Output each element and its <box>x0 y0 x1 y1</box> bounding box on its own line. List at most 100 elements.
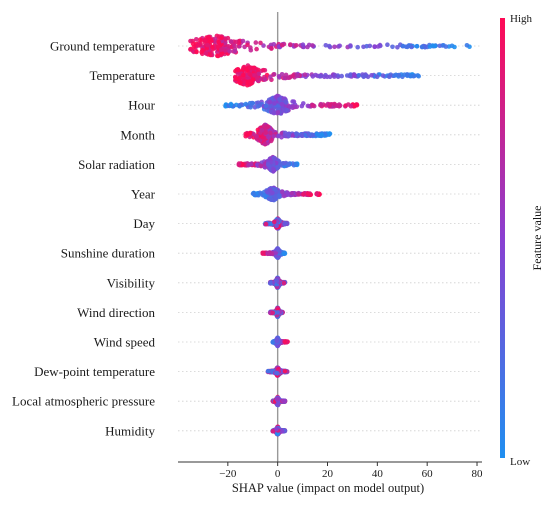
shap-point <box>219 35 224 41</box>
shap-point <box>198 37 203 42</box>
shap-point <box>294 104 300 110</box>
colorbar-high-label: High <box>510 13 533 25</box>
shap-point <box>260 250 266 256</box>
shap-point <box>266 134 271 140</box>
shap-point <box>296 192 302 197</box>
feature-label: Dew-point temperature <box>34 364 155 379</box>
shap-point <box>254 75 260 81</box>
feature-label: Local atmospheric pressure <box>12 394 155 409</box>
shap-point <box>269 45 274 51</box>
shap-point <box>352 73 357 78</box>
shap-point <box>318 102 323 108</box>
beeswarm-points <box>188 33 472 437</box>
shap-point <box>255 67 261 73</box>
shap-point <box>395 45 400 50</box>
colorbar-title: Feature value <box>530 206 544 271</box>
feature-label: Wind direction <box>77 305 155 320</box>
shap-point <box>215 53 220 58</box>
shap-point <box>400 43 406 49</box>
feature-label: Year <box>131 187 156 202</box>
shap-point <box>194 37 199 42</box>
shap-point <box>200 47 205 53</box>
shap-point <box>356 73 362 78</box>
shap-point <box>294 131 299 136</box>
shap-point <box>251 191 256 197</box>
shap-point <box>254 133 259 139</box>
shap-point <box>300 42 306 47</box>
feature-label: Ground temperature <box>50 39 155 54</box>
shap-point <box>265 368 271 374</box>
shap-point <box>291 104 296 109</box>
shap-point <box>248 105 253 110</box>
shap-point <box>194 49 199 55</box>
shap-point <box>273 194 278 200</box>
shap-point <box>452 44 457 50</box>
x-tick-label: 0 <box>275 468 281 480</box>
shap-point <box>270 428 276 434</box>
shap-point <box>266 196 272 201</box>
shap-point <box>405 44 410 50</box>
shap-point <box>290 99 295 104</box>
shap-point <box>203 38 208 43</box>
feature-label: Visibility <box>107 275 156 290</box>
shap-point <box>305 103 311 109</box>
shap-point <box>273 187 279 192</box>
shap-point <box>310 132 316 138</box>
shap-point <box>248 47 254 53</box>
shap-point <box>256 71 262 77</box>
colorbar-gradient <box>500 18 505 458</box>
shap-point <box>332 44 337 50</box>
shap-point <box>244 67 249 72</box>
shap-point <box>245 42 250 48</box>
shap-point <box>271 72 277 77</box>
shap-point <box>263 130 269 135</box>
shap-point <box>281 193 287 199</box>
shap-point <box>275 247 281 252</box>
shap-point <box>279 72 285 77</box>
shap-point <box>280 189 285 195</box>
shap-point <box>299 103 305 109</box>
shap-point <box>262 193 267 198</box>
shap-point <box>269 368 274 374</box>
shap-point <box>215 44 221 50</box>
shap-point <box>419 44 425 50</box>
shap-point <box>251 65 257 71</box>
shap-point <box>234 67 240 73</box>
shap-point <box>361 44 366 50</box>
shap-point <box>283 72 289 78</box>
x-axis-title: SHAP value (impact on model output) <box>232 481 424 495</box>
feature-label: Temperature <box>90 68 156 83</box>
shap-point <box>262 162 268 167</box>
feature-label: Hour <box>128 98 155 113</box>
shap-point <box>271 110 277 116</box>
shap-point <box>236 161 242 166</box>
shap-point <box>275 402 280 407</box>
shap-point <box>188 47 193 52</box>
shap-point <box>243 101 249 107</box>
feature-label: Humidity <box>105 423 155 438</box>
shap-point <box>254 46 259 52</box>
feature-label: Wind speed <box>94 335 156 350</box>
shap-point <box>327 103 333 108</box>
shap-point <box>310 103 316 108</box>
shap-point <box>317 74 323 79</box>
shap-point <box>277 97 282 102</box>
shap-point <box>416 73 422 79</box>
shap-point <box>293 162 299 167</box>
shap-point <box>276 193 282 198</box>
shap-point <box>271 166 276 172</box>
shap-point <box>275 310 280 315</box>
feature-label: Sunshine duration <box>61 246 156 261</box>
shap-point <box>310 74 316 79</box>
shap-point <box>268 138 274 144</box>
feature-label: Month <box>120 127 155 142</box>
shap-point <box>387 74 392 79</box>
shap-point <box>285 107 291 113</box>
shap-point <box>219 51 225 56</box>
shap-point <box>248 162 253 167</box>
shap-point <box>414 44 420 49</box>
shap-point <box>275 396 281 402</box>
shap-point <box>275 431 280 437</box>
shap-point <box>268 130 273 136</box>
